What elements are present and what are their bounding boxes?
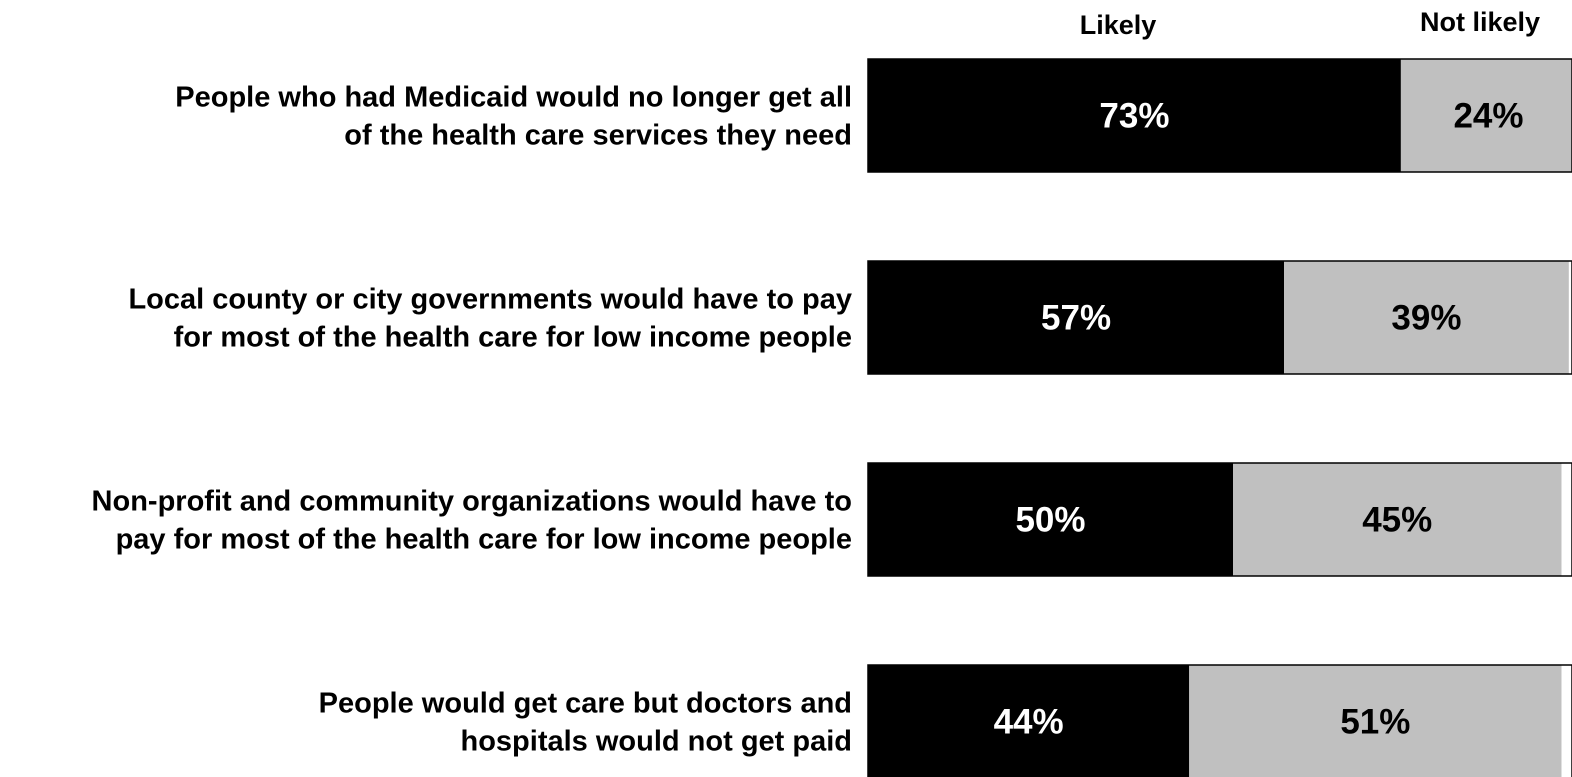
- category-label: Non-profit and community organizations w…: [92, 486, 852, 518]
- legend: Likely Not likely: [1080, 7, 1540, 40]
- value-label: 73%: [1099, 97, 1169, 136]
- category-label: hospitals would not get paid: [461, 726, 853, 758]
- category-label: People would get care but doctors and: [319, 688, 852, 720]
- value-label: 44%: [994, 703, 1064, 742]
- value-label: 39%: [1391, 299, 1461, 338]
- category-label: Local county or city governments would h…: [128, 284, 852, 316]
- category-label: for most of the health care for low inco…: [174, 322, 852, 354]
- bar-segment: [868, 463, 1233, 576]
- bar-segment: [868, 665, 1190, 777]
- value-label: 45%: [1362, 501, 1432, 540]
- bar-segment: [1233, 463, 1562, 576]
- bar-segment: [868, 261, 1285, 374]
- bar-outline: [867, 260, 1572, 375]
- bar-outline: [867, 462, 1572, 577]
- category-label: People who had Medicaid would no longer …: [175, 82, 852, 114]
- bars: [867, 58, 1572, 777]
- legend-not-likely: Not likely: [1420, 7, 1540, 37]
- value-label: 50%: [1015, 501, 1085, 540]
- legend-likely: Likely: [1080, 10, 1157, 40]
- bar-segment: [1189, 665, 1562, 777]
- bar-segment: [868, 59, 1401, 172]
- value-label: 51%: [1340, 703, 1410, 742]
- bar-outline: [867, 664, 1572, 777]
- bar-outline: [867, 58, 1572, 173]
- category-label: of the health care services they need: [344, 120, 852, 152]
- value-label: 24%: [1453, 97, 1523, 136]
- bar-segment: [1400, 59, 1572, 172]
- value-labels: 73% 24% 57% 39% 50% 45% 44% 51%: [994, 97, 1524, 742]
- category-label: pay for most of the health care for low …: [116, 524, 852, 556]
- value-label: 57%: [1041, 299, 1111, 338]
- category-labels: People who had Medicaid would no longer …: [92, 82, 852, 758]
- bar-segment: [1284, 261, 1569, 374]
